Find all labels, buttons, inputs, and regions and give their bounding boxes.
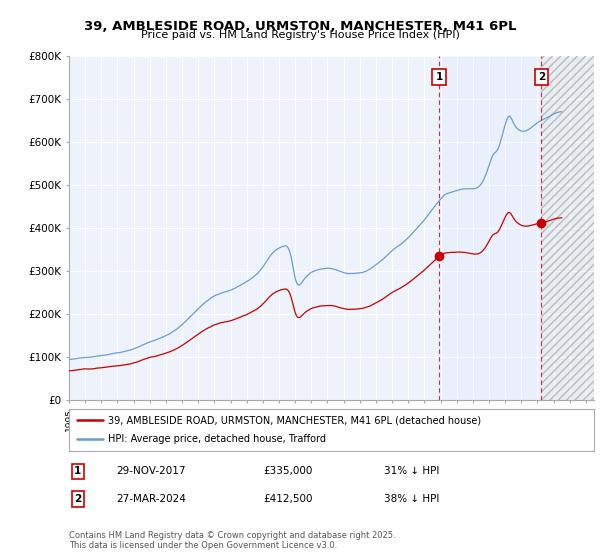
Text: 39, AMBLESIDE ROAD, URMSTON, MANCHESTER, M41 6PL (detached house): 39, AMBLESIDE ROAD, URMSTON, MANCHESTER,…: [109, 415, 482, 425]
Text: 1: 1: [436, 72, 443, 82]
Text: 1: 1: [74, 466, 82, 477]
Text: 29-NOV-2017: 29-NOV-2017: [116, 466, 186, 477]
Bar: [541, 56, 594, 400]
Text: 27-MAR-2024: 27-MAR-2024: [116, 494, 186, 504]
Text: £412,500: £412,500: [263, 494, 313, 504]
Text: Price paid vs. HM Land Registry's House Price Index (HPI): Price paid vs. HM Land Registry's House …: [140, 30, 460, 40]
Text: Contains HM Land Registry data © Crown copyright and database right 2025.
This d: Contains HM Land Registry data © Crown c…: [69, 531, 395, 550]
Text: 39, AMBLESIDE ROAD, URMSTON, MANCHESTER, M41 6PL: 39, AMBLESIDE ROAD, URMSTON, MANCHESTER,…: [84, 20, 516, 32]
Text: 2: 2: [538, 72, 545, 82]
Text: 2: 2: [74, 494, 82, 504]
Text: HPI: Average price, detached house, Trafford: HPI: Average price, detached house, Traf…: [109, 435, 326, 445]
Bar: [541, 56, 594, 400]
Text: £335,000: £335,000: [263, 466, 313, 477]
Text: 31% ↓ HPI: 31% ↓ HPI: [384, 466, 439, 477]
Text: 38% ↓ HPI: 38% ↓ HPI: [384, 494, 439, 504]
Bar: [439, 56, 541, 400]
